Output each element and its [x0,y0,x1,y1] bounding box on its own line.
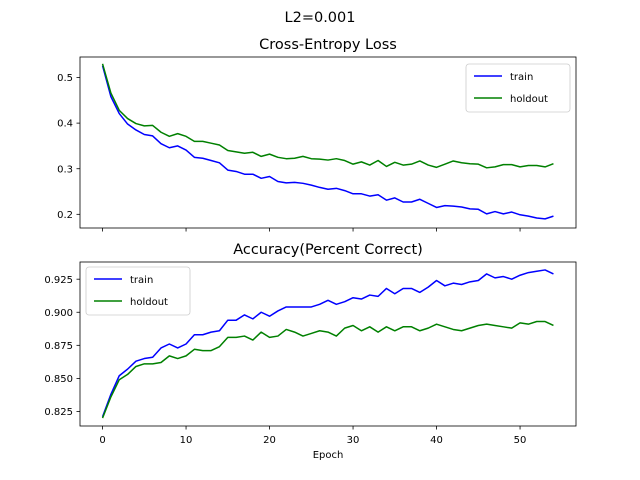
accuracy-y-tick-label: 0.825 [44,407,73,418]
accuracy-y-tick-label: 0.875 [44,341,73,352]
loss-chart-title: Cross-Entropy Loss [259,37,397,53]
accuracy-legend-label-holdout: holdout [130,297,168,308]
loss-series-line-holdout [101,63,554,169]
accuracy-y-tick-label: 0.850 [44,374,73,385]
loss-y-tick-label: 0.5 [57,73,73,84]
accuracy-x-tick-label: 50 [514,435,527,446]
accuracy-legend-label-train: train [130,275,153,286]
loss-y-tick-label: 0.4 [57,119,73,130]
loss-y-tick-label: 0.3 [57,164,73,175]
accuracy-x-tick-label: 40 [430,435,443,446]
accuracy-x-tick-label: 10 [180,435,193,446]
accuracy-axes-frame [79,261,577,427]
charts-container: Cross-Entropy Loss 0.2 0.3 0.4 0.5 train holdo… [44,37,577,461]
accuracy-y-tick-label: 0.900 [44,308,73,319]
accuracy-series-line-train [101,269,554,418]
accuracy-series-line-holdout [101,320,554,419]
loss-legend-label-holdout: holdout [510,94,548,105]
accuracy-legend: train holdout [85,266,191,316]
loss-series-line-train [101,65,554,220]
figure-suptitle: L2=0.001 [285,10,356,26]
accuracy-y-tick-label: 0.925 [44,275,73,286]
accuracy-x-axis-label: Epoch [313,450,344,461]
loss-axes-frame [79,56,577,229]
loss-legend-label-train: train [510,72,533,83]
loss-legend: train holdout [465,63,571,113]
accuracy-chart-title: Accuracy(Percent Correct) [233,242,423,258]
loss-y-tick-label: 0.2 [57,210,73,221]
accuracy-x-tick-label: 20 [263,435,276,446]
loss-chart: Cross-Entropy Loss 0.2 0.3 0.4 0.5 train holdo… [57,37,577,232]
accuracy-x-tick-label: 30 [347,435,360,446]
accuracy-chart: Accuracy(Percent Correct) 0 10 20 30 40 50 0.82… [44,242,577,461]
accuracy-x-tick-label: 0 [99,435,105,446]
